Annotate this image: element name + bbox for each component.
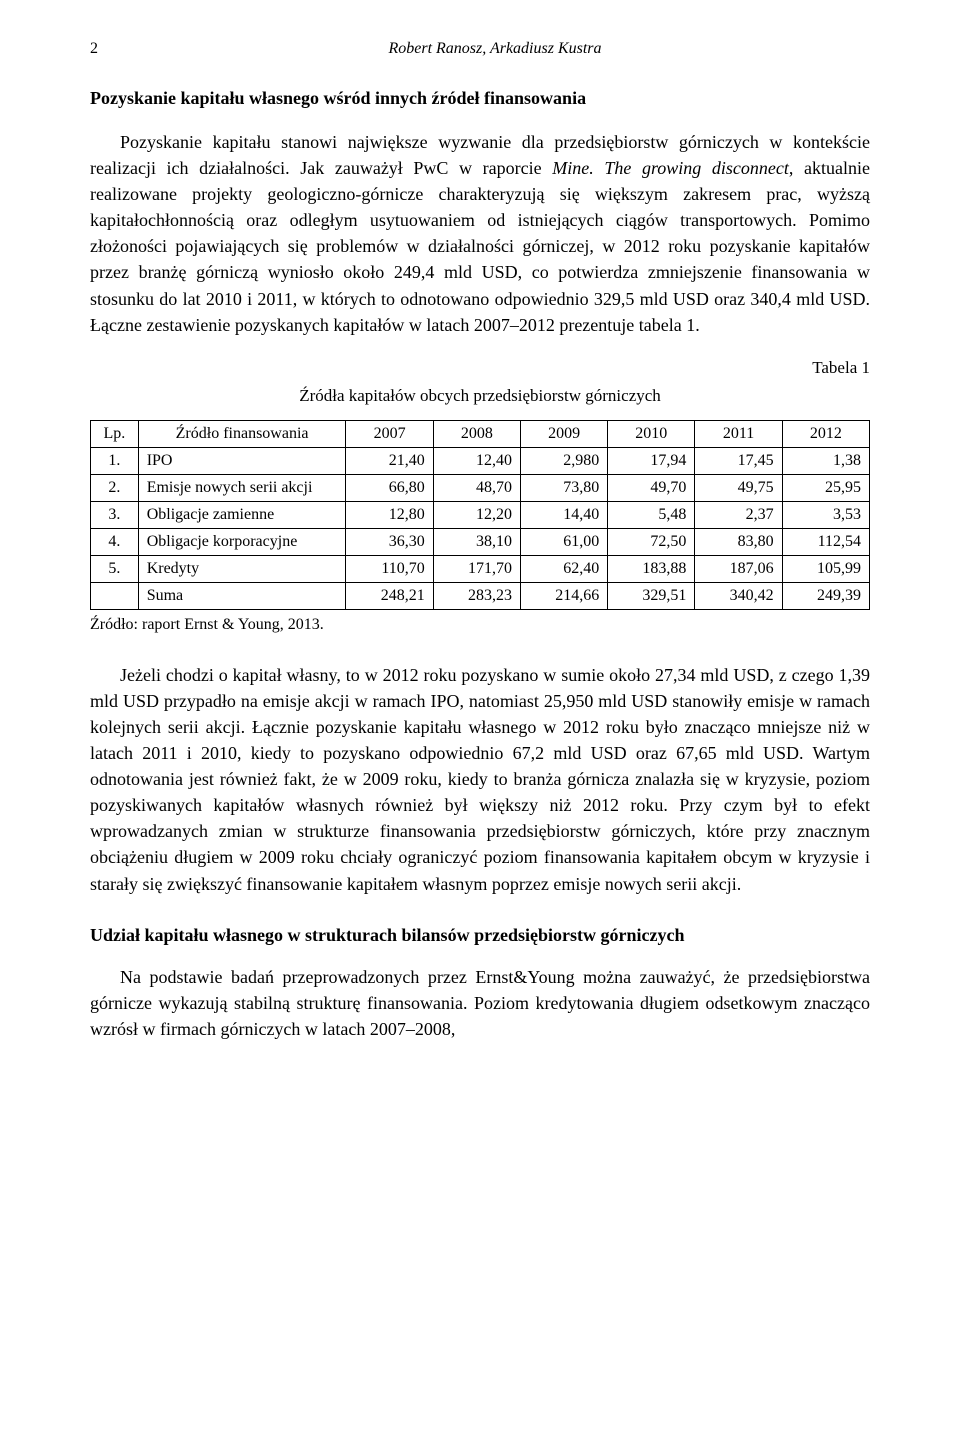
table-cell: 72,50 <box>608 528 695 555</box>
para1-b: , aktualnie realizowane projekty geologi… <box>90 158 870 335</box>
table-cell: 61,00 <box>520 528 607 555</box>
table-cell <box>91 582 139 609</box>
table-cell: IPO <box>138 447 346 474</box>
table-cell: 283,23 <box>433 582 520 609</box>
table-cell: 340,42 <box>695 582 782 609</box>
table-cell: Kredyty <box>138 555 346 582</box>
data-table: Lp. Źródło finansowania 2007 2008 2009 2… <box>90 420 870 610</box>
table-cell: 183,88 <box>608 555 695 582</box>
table-cell: 83,80 <box>695 528 782 555</box>
table-cell: 3. <box>91 501 139 528</box>
table-cell: Obligacje korporacyjne <box>138 528 346 555</box>
table-source: Źródło: raport Ernst & Young, 2013. <box>90 616 870 634</box>
table-cell: 2,980 <box>520 447 607 474</box>
authors: Robert Ranosz, Arkadiusz Kustra <box>120 40 870 58</box>
table-cell: Emisje nowych serii akcji <box>138 474 346 501</box>
table-cell: 187,06 <box>695 555 782 582</box>
table-cell: 214,66 <box>520 582 607 609</box>
table-cell: 62,40 <box>520 555 607 582</box>
table-cell: 66,80 <box>346 474 433 501</box>
table-header-cell: 2010 <box>608 420 695 447</box>
table-cell: 1. <box>91 447 139 474</box>
table-cell: 36,30 <box>346 528 433 555</box>
table-cell: 3,53 <box>782 501 869 528</box>
table-header-cell: Źródło finansowania <box>138 420 346 447</box>
table-cell: Suma <box>138 582 346 609</box>
table-header-cell: 2012 <box>782 420 869 447</box>
table-caption: Źródła kapitałów obcych przedsiębiorstw … <box>90 386 870 406</box>
table-cell: 105,99 <box>782 555 869 582</box>
table-header-cell: 2011 <box>695 420 782 447</box>
table-header-cell: 2008 <box>433 420 520 447</box>
table-cell: 49,70 <box>608 474 695 501</box>
table-cell: 171,70 <box>433 555 520 582</box>
table-cell: 110,70 <box>346 555 433 582</box>
table-cell: 17,94 <box>608 447 695 474</box>
table-row: 2.Emisje nowych serii akcji66,8048,7073,… <box>91 474 870 501</box>
table-cell: 1,38 <box>782 447 869 474</box>
table-row: Suma248,21283,23214,66329,51340,42249,39 <box>91 582 870 609</box>
paragraph-3: Na podstawie badań przeprowadzonych prze… <box>90 964 870 1042</box>
table-cell: 17,45 <box>695 447 782 474</box>
table-cell: 21,40 <box>346 447 433 474</box>
table-cell: 12,40 <box>433 447 520 474</box>
table-cell: 48,70 <box>433 474 520 501</box>
page-header: 2 Robert Ranosz, Arkadiusz Kustra <box>90 40 870 58</box>
paragraph-2: Jeżeli chodzi o kapitał własny, to w 201… <box>90 662 870 897</box>
page-number: 2 <box>90 40 120 58</box>
table-cell: 248,21 <box>346 582 433 609</box>
table-cell: 5. <box>91 555 139 582</box>
table-header-row: Lp. Źródło finansowania 2007 2008 2009 2… <box>91 420 870 447</box>
table-cell: 25,95 <box>782 474 869 501</box>
table-cell: 329,51 <box>608 582 695 609</box>
section-title-1: Pozyskanie kapitału własnego wśród innyc… <box>90 88 870 109</box>
document-page: 2 Robert Ranosz, Arkadiusz Kustra Pozysk… <box>0 0 960 1112</box>
table-cell: 2,37 <box>695 501 782 528</box>
paragraph-1: Pozyskanie kapitału stanowi największe w… <box>90 129 870 338</box>
section-title-2: Udział kapitału własnego w strukturach b… <box>90 925 870 946</box>
table-cell: 14,40 <box>520 501 607 528</box>
table-header-cell: Lp. <box>91 420 139 447</box>
table-row: 1.IPO21,4012,402,98017,9417,451,38 <box>91 447 870 474</box>
table-row: 4.Obligacje korporacyjne36,3038,1061,007… <box>91 528 870 555</box>
table-label: Tabela 1 <box>90 358 870 378</box>
table-header-cell: 2009 <box>520 420 607 447</box>
table-row: 5.Kredyty110,70171,7062,40183,88187,0610… <box>91 555 870 582</box>
table-cell: 2. <box>91 474 139 501</box>
table-cell: 249,39 <box>782 582 869 609</box>
table-cell: 73,80 <box>520 474 607 501</box>
table-cell: 38,10 <box>433 528 520 555</box>
table-cell: 12,20 <box>433 501 520 528</box>
table-header-cell: 2007 <box>346 420 433 447</box>
table-cell: 4. <box>91 528 139 555</box>
table-cell: 12,80 <box>346 501 433 528</box>
table-body: 1.IPO21,4012,402,98017,9417,451,382.Emis… <box>91 447 870 609</box>
table-cell: Obligacje zamienne <box>138 501 346 528</box>
para1-italic: Mine. The growing disconnect <box>552 158 789 178</box>
table-cell: 5,48 <box>608 501 695 528</box>
table-cell: 112,54 <box>782 528 869 555</box>
table-row: 3.Obligacje zamienne12,8012,2014,405,482… <box>91 501 870 528</box>
table-cell: 49,75 <box>695 474 782 501</box>
